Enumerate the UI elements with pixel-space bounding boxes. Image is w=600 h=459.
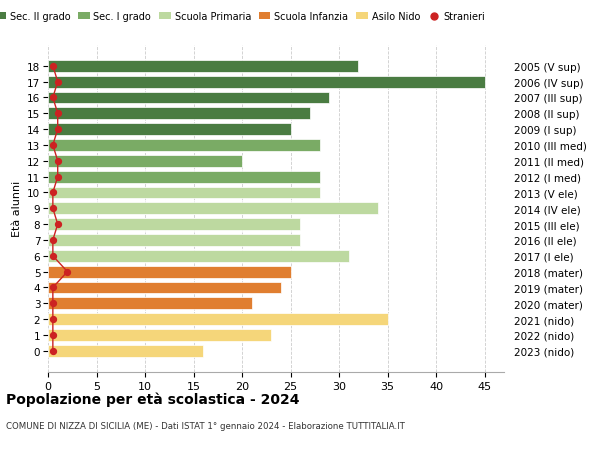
Bar [48,92,329,104]
Bar [48,235,300,246]
Point [48,142,58,149]
Point [48,331,58,339]
Bar [48,140,320,151]
Bar [48,77,485,89]
Point [62,269,72,276]
Point [48,284,58,291]
Y-axis label: Età alunni: Età alunni [11,181,22,237]
Bar [48,298,252,309]
Point [53,174,62,181]
Text: Popolazione per età scolastica - 2024: Popolazione per età scolastica - 2024 [6,392,299,406]
Bar [48,124,290,136]
Bar [48,61,358,73]
Bar [48,108,310,120]
Point [48,252,58,260]
Point [48,63,58,70]
Point [48,237,58,244]
Bar [48,282,281,294]
Bar [48,203,378,215]
Point [48,347,58,355]
Bar [48,345,203,357]
Bar [48,266,290,278]
Point [48,95,58,102]
Point [48,300,58,308]
Point [48,316,58,323]
Y-axis label: Anni di nascita: Anni di nascita [597,168,600,250]
Point [48,205,58,213]
Point [53,126,62,134]
Bar [48,219,300,230]
Legend: Sec. II grado, Sec. I grado, Scuola Primaria, Scuola Infanzia, Asilo Nido, Stran: Sec. II grado, Sec. I grado, Scuola Prim… [0,8,489,26]
Text: COMUNE DI NIZZA DI SICILIA (ME) - Dati ISTAT 1° gennaio 2024 - Elaborazione TUTT: COMUNE DI NIZZA DI SICILIA (ME) - Dati I… [6,421,405,431]
Point [53,110,62,118]
Bar [48,313,388,325]
Bar [48,329,271,341]
Bar [48,171,320,183]
Point [53,158,62,165]
Bar [48,187,320,199]
Bar [48,250,349,262]
Bar [48,156,242,168]
Point [53,221,62,228]
Point [48,190,58,197]
Point [53,79,62,86]
